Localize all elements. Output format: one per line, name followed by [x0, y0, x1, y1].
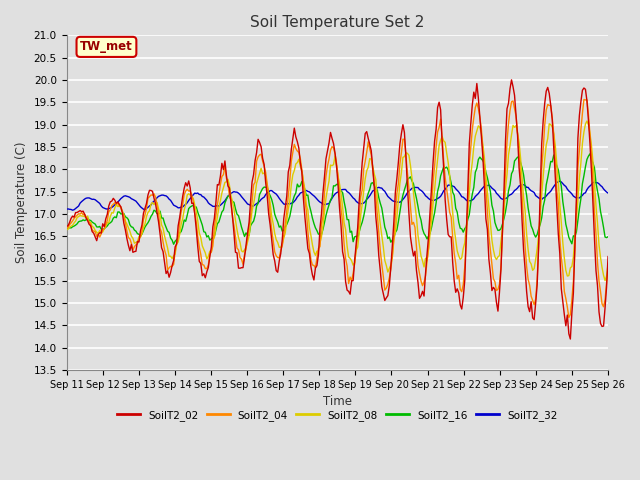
Title: Soil Temperature Set 2: Soil Temperature Set 2	[250, 15, 424, 30]
Text: TW_met: TW_met	[80, 40, 133, 53]
Legend: SoilT2_02, SoilT2_04, SoilT2_08, SoilT2_16, SoilT2_32: SoilT2_02, SoilT2_04, SoilT2_08, SoilT2_…	[113, 406, 562, 425]
X-axis label: Time: Time	[323, 396, 352, 408]
Y-axis label: Soil Temperature (C): Soil Temperature (C)	[15, 142, 28, 264]
